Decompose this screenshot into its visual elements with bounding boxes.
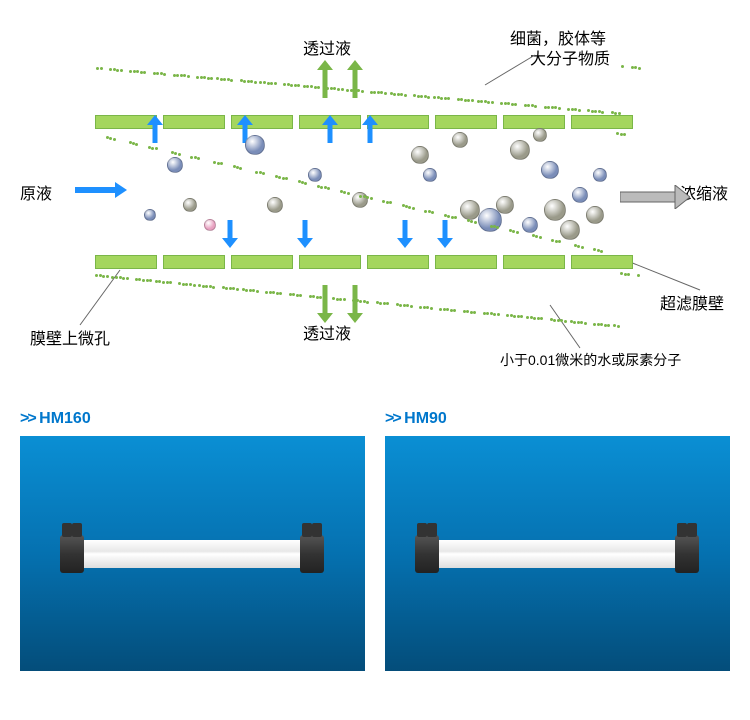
module-end-right: [675, 535, 699, 573]
product-title: >> HM90: [385, 410, 730, 428]
label-feed: 原液: [20, 180, 52, 204]
chevron-right-icon: >>: [385, 410, 400, 427]
module-body: [428, 540, 688, 568]
module-end-left: [415, 535, 439, 573]
module-end-left: [60, 535, 84, 573]
module-end-right: [300, 535, 324, 573]
label-permeate-top: 透过液: [303, 35, 351, 59]
module-body: [73, 540, 313, 568]
product-hm160: >> HM160: [20, 410, 365, 671]
label-micropore: 膜壁上微孔: [30, 325, 110, 349]
chevron-right-icon: >>: [20, 410, 35, 427]
label-macromolecule: 大分子物质: [530, 45, 610, 69]
product-name: HM160: [39, 410, 91, 427]
filtration-diagram: 透过液 透过液 细菌，胶体等 大分子物质 原液 浓缩液 超滤膜壁 膜壁上微孔 小…: [0, 0, 750, 400]
products-row: >> HM160 >> HM90: [0, 400, 750, 681]
label-membrane-wall: 超滤膜壁: [660, 290, 724, 314]
product-title: >> HM160: [20, 410, 365, 428]
product-hm90: >> HM90: [385, 410, 730, 671]
product-name: HM90: [404, 410, 447, 427]
label-small-molecules: 小于0.01微米的水或尿素分子: [500, 350, 681, 370]
product-image: [20, 436, 365, 671]
product-image: [385, 436, 730, 671]
